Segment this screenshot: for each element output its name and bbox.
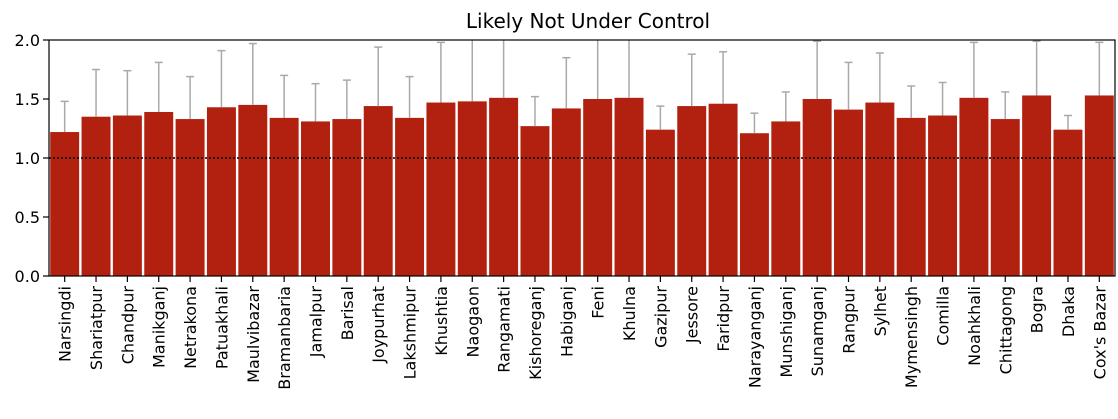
- x-category-label: Dhaka: [1059, 286, 1078, 337]
- x-category-label: Gazipur: [651, 286, 670, 348]
- x-category-label: Jessore: [683, 286, 702, 344]
- x-category-label: Sylhet: [871, 286, 890, 336]
- bar: [802, 99, 832, 276]
- x-category-label: Chittagong: [996, 286, 1015, 374]
- x-category-label: Comilla: [934, 286, 953, 346]
- bar: [677, 106, 707, 276]
- x-category-label: Bramanbaria: [275, 286, 294, 390]
- bar: [520, 126, 550, 276]
- bar: [583, 99, 613, 276]
- plot-frame: [48, 39, 1116, 277]
- x-category-label: Lakshmipur: [401, 286, 420, 380]
- bar: [426, 102, 456, 276]
- x-category-label: Khushtia: [432, 286, 451, 356]
- x-category-label: Naogaon: [463, 286, 482, 357]
- x-category-label: Shariatpur: [87, 286, 106, 371]
- bar: [457, 101, 487, 276]
- bar: [834, 109, 863, 277]
- y-axis: 0.0 0.5 1.0 1.5 2.0: [15, 31, 49, 286]
- x-category-label: Joypurhat: [369, 286, 388, 364]
- bar: [928, 115, 958, 277]
- bar: [739, 133, 769, 276]
- x-category-label: Munshiganj: [777, 286, 796, 378]
- x-category-label: Noahkhali: [965, 286, 984, 366]
- bar: [238, 104, 268, 277]
- x-category-label: Khulna: [620, 286, 639, 341]
- x-axis-labels: Narsingdi Shariatpur Chandpur Manikganj Netr…: [56, 276, 1109, 390]
- bar: [990, 119, 1020, 276]
- x-category-label: Maulvibazar: [244, 286, 263, 383]
- x-category-label: Barisal: [338, 286, 357, 340]
- bar: [50, 132, 80, 276]
- bar: [81, 116, 111, 276]
- bar: [1022, 95, 1052, 277]
- bar: [1084, 95, 1114, 277]
- y-tick-label: 0.0: [15, 267, 40, 286]
- x-category-label: Mymensingh: [902, 286, 921, 388]
- bar: [301, 121, 330, 276]
- x-category-label: Faridpur: [714, 286, 733, 352]
- x-category-label: Habiganj: [557, 286, 576, 357]
- bar: [489, 97, 519, 276]
- x-category-label: Rangamati: [495, 286, 514, 373]
- bar: [614, 97, 644, 276]
- bar: [708, 103, 738, 276]
- y-tick-label: 2.0: [15, 31, 40, 50]
- bar: [645, 129, 675, 276]
- y-tick-label: 1.0: [15, 149, 40, 168]
- bar: [959, 97, 989, 276]
- x-category-label: Patuakhali: [212, 286, 231, 369]
- bar: [269, 117, 299, 276]
- x-category-label: Cox's Bazar: [1090, 286, 1109, 380]
- chart-title: Likely Not Under Control: [466, 9, 710, 33]
- x-category-label: Kishoreganj: [526, 286, 545, 380]
- x-category-label: Jamalpur: [307, 286, 326, 359]
- bar: [332, 119, 362, 276]
- x-category-label: Sunamganj: [808, 286, 827, 376]
- x-category-label: Manikganj: [150, 286, 169, 368]
- bar: [206, 107, 236, 276]
- y-tick-label: 1.5: [15, 90, 40, 109]
- bar: [896, 117, 926, 276]
- bars-group: [50, 95, 1114, 277]
- x-category-label: Bogra: [1028, 286, 1047, 333]
- error-bars-group: [60, 40, 1104, 134]
- x-category-label: Feni: [589, 286, 608, 319]
- x-category-label: Chandpur: [118, 286, 137, 365]
- x-category-label: Netrakona: [181, 286, 200, 369]
- bar: [363, 106, 393, 276]
- x-category-label: Narayanganj: [745, 286, 764, 388]
- y-tick-label: 0.5: [15, 208, 40, 227]
- x-category-label: Narsingdi: [56, 286, 75, 362]
- x-category-label: Rangpur: [840, 286, 859, 354]
- bar: [144, 111, 174, 276]
- bar: [865, 102, 895, 276]
- bar: [771, 121, 801, 276]
- bar: [112, 115, 142, 277]
- bar: [1053, 129, 1083, 276]
- bar: [395, 117, 425, 276]
- bar: [175, 119, 205, 276]
- bar: [551, 108, 581, 276]
